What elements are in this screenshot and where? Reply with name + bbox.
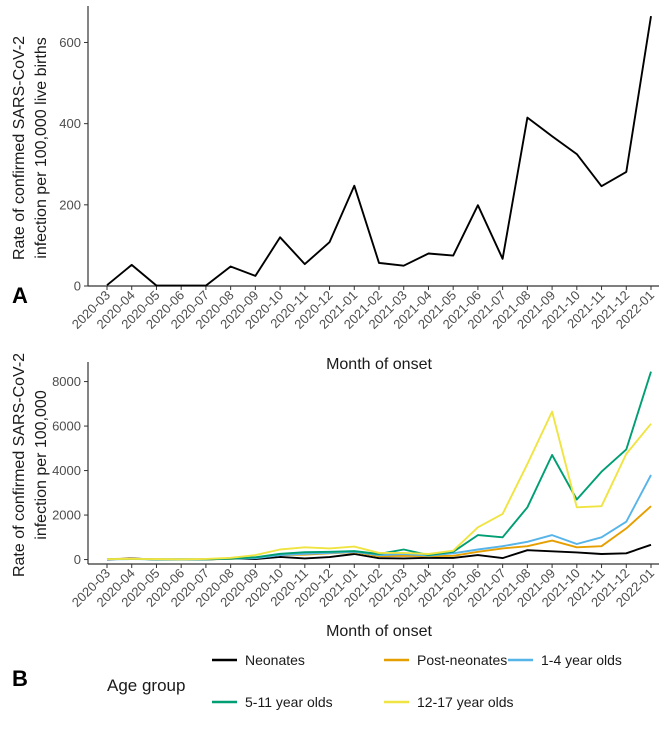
legend: Age group Neonates Post-neonates 1-4 year o…	[107, 652, 622, 710]
panel-b: 020004000600080002020-032020-042020-0520…	[11, 353, 659, 691]
panel-b-panel-letter: B	[12, 666, 28, 691]
panel-a: 02004006002020-032020-042020-052020-0620…	[11, 6, 659, 373]
panel-a-panel-letter: A	[12, 283, 28, 308]
legend-title: Age group	[107, 676, 185, 695]
panel-a-y-tick-label: 400	[59, 116, 81, 131]
panel-a-x-axis-title: Month of onset	[326, 356, 432, 373]
panel-a-y-axis-title-line1: Rate of confirmed SARS-CoV-2	[11, 36, 28, 260]
panel-b-y-axis-title-line1: Rate of confirmed SARS-CoV-2	[11, 353, 28, 577]
legend-label-neonates: Neonates	[245, 652, 305, 668]
panel-b-y-axis-title-line2: infection per 100,000	[33, 390, 50, 540]
panel-b-series-line-12-17-year-olds	[106, 410, 652, 561]
panel-a-y-tick-label: 600	[59, 35, 81, 50]
legend-label-1-4-year-olds: 1-4 year olds	[541, 652, 622, 668]
panel-b-y-tick-label: 4000	[52, 463, 81, 478]
legend-label-5-11-year-olds: 5-11 year olds	[245, 694, 333, 710]
panel-b-series-line-5-11-year-olds	[106, 371, 652, 561]
panel-a-y-tick-label: 0	[74, 279, 81, 294]
panel-b-x-axis-title: Month of onset	[326, 623, 432, 640]
panel-b-y-tick-label: 8000	[52, 374, 81, 389]
panel-a-y-tick-label: 200	[59, 197, 81, 212]
legend-label-12-17-year-olds: 12-17 year olds	[417, 694, 514, 710]
panel-b-y-tick-label: 0	[74, 552, 81, 567]
legend-label-post-neonates: Post-neonates	[417, 652, 507, 668]
panel-b-y-tick-label: 6000	[52, 419, 81, 434]
panel-b-y-tick-label: 2000	[52, 508, 81, 523]
panel-a-series-line-series	[106, 15, 652, 287]
panel-a-y-axis-title-line2: infection per 100,000 live births	[33, 37, 50, 258]
